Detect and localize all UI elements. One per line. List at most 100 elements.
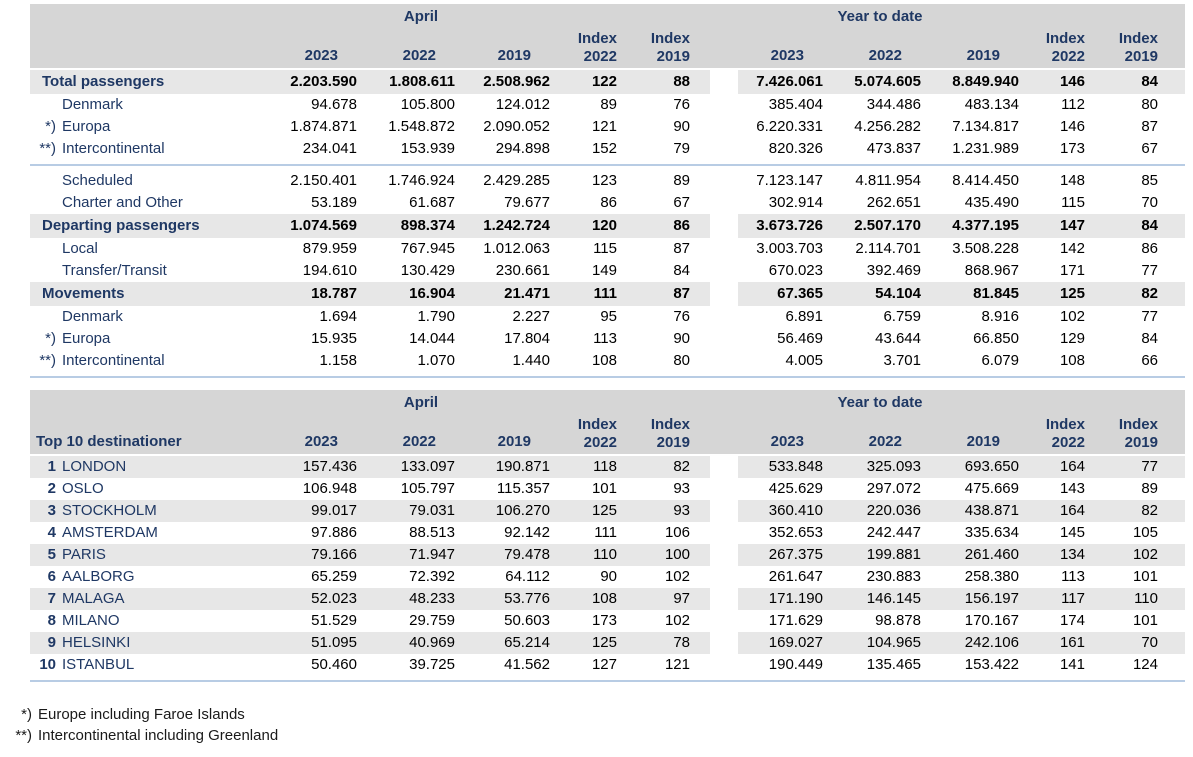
- column-gap: [710, 238, 738, 260]
- value-cell: 190.449: [768, 656, 823, 673]
- value-cell: 121: [664, 656, 690, 673]
- row-label-cell: Local: [30, 238, 222, 260]
- row-label-cell: 3 STOCKHOLM: [30, 500, 222, 522]
- value-cell: 82: [620, 456, 710, 478]
- value-cell: 1.070: [417, 352, 455, 369]
- footnote-ref: [30, 260, 56, 282]
- value-cell: 242.447: [866, 524, 921, 541]
- destination-name: AMSTERDAM: [62, 524, 158, 541]
- value-cell: 164: [1022, 500, 1088, 522]
- value-cell: 156.197: [924, 588, 1022, 610]
- value-cell: 133.097: [360, 456, 458, 478]
- value-cell: 89: [1141, 480, 1158, 497]
- value-cell: 7.123.147: [756, 172, 823, 189]
- value-cell: 1.808.611: [360, 70, 458, 94]
- value-cell: 267.375: [738, 544, 826, 566]
- footnote-ref: *): [45, 118, 56, 135]
- value-cell: 1.158: [319, 352, 357, 369]
- table-row: 3 STOCKHOLM 99.017 79.031 106.270 125 93 360.41…: [30, 500, 1185, 522]
- value-cell: 111: [553, 282, 620, 306]
- value-cell: 52.023: [222, 588, 360, 610]
- value-cell: 7.134.817: [952, 118, 1019, 135]
- index-word: Index: [1118, 416, 1158, 433]
- value-cell: 6.891: [785, 308, 823, 325]
- value-cell: 123: [591, 172, 617, 189]
- value-cell: 40.969: [360, 632, 458, 654]
- value-cell: 115.357: [496, 480, 550, 497]
- row-label: Scheduled: [62, 172, 133, 189]
- column-header-year: 2019: [497, 433, 531, 450]
- row-label: Denmark: [62, 308, 123, 325]
- column-gap: [710, 260, 738, 282]
- value-cell: 108: [1059, 352, 1085, 369]
- value-cell: 93: [620, 500, 710, 522]
- value-cell: 230.883: [866, 568, 921, 585]
- destination-rank: 7: [47, 590, 56, 607]
- value-cell: 84: [673, 262, 690, 279]
- value-cell: 820.326: [768, 140, 823, 157]
- column-header-year: 2023: [304, 433, 338, 450]
- table-row: **) Intercontinental 1.158 1.070 1.440 108 80 4…: [30, 350, 1185, 372]
- value-cell: 88.513: [409, 524, 455, 541]
- footnote-ref: [30, 192, 56, 214]
- value-cell: 194.610: [302, 262, 357, 279]
- value-cell: 8.916: [981, 308, 1019, 325]
- value-cell: 97: [620, 588, 710, 610]
- value-cell: 693.650: [924, 456, 1022, 478]
- row-label-cell: 7 MALAGA: [30, 588, 222, 610]
- value-cell: 1.694: [319, 308, 357, 325]
- value-cell: 79.677: [504, 194, 550, 211]
- value-cell: 352.653: [768, 524, 823, 541]
- value-cell: 93: [673, 480, 690, 497]
- value-cell: 77: [1141, 308, 1158, 325]
- index-year: 2022: [583, 434, 617, 451]
- value-cell: 4.256.282: [854, 118, 921, 135]
- value-cell: 51.529: [311, 612, 357, 629]
- value-cell: 39.725: [409, 656, 455, 673]
- value-cell: 79.031: [360, 500, 458, 522]
- column-header-row: Top 10 destinationer 2023 2022 2019 Index 202…: [30, 414, 1185, 456]
- row-label-cell: Transfer/Transit: [30, 260, 222, 282]
- footnote-ref: [30, 306, 56, 328]
- destination-name: MALAGA: [62, 590, 125, 607]
- row-label-cell: **) Intercontinental: [30, 350, 222, 372]
- value-cell: 1.074.569: [222, 214, 360, 238]
- value-cell: 173: [1059, 140, 1085, 157]
- row-label: Intercontinental: [62, 140, 165, 157]
- value-cell: 6.759: [883, 308, 921, 325]
- header-band-title-row: April Year to date: [30, 4, 1185, 28]
- value-cell: 148: [1059, 172, 1085, 189]
- value-cell: 90: [673, 118, 690, 135]
- value-cell: 61.687: [409, 194, 455, 211]
- column-gap: [710, 544, 738, 566]
- column-header-index: Index 2022: [553, 30, 620, 68]
- footnote-ref: **): [39, 352, 56, 369]
- value-cell: 66: [1141, 352, 1158, 369]
- value-cell: 670.023: [768, 262, 823, 279]
- table-title: [30, 64, 222, 68]
- column-gap: [710, 588, 738, 610]
- value-cell: 101: [1132, 568, 1158, 585]
- row-label: Europa: [62, 118, 111, 135]
- value-cell: 2.227: [512, 308, 550, 325]
- table-row: 2 OSLO 106.948 105.797 115.357 101 93 425.629 29…: [30, 478, 1185, 500]
- destination-rank: 4: [47, 524, 56, 541]
- footnote-intercontinental: **) Intercontinental including Greenland: [8, 725, 1193, 746]
- value-cell: 1.790: [417, 308, 455, 325]
- table-row: 9 HELSINKI 51.095 40.969 65.214 125 78 169.027 1…: [30, 632, 1185, 654]
- row-label-cell: Movements: [30, 282, 222, 306]
- value-cell: 130.429: [400, 262, 455, 279]
- value-cell: 113: [593, 330, 617, 347]
- value-cell: 95: [600, 308, 617, 325]
- table-row: Transfer/Transit 194.610 130.429 230.661 149…: [30, 260, 1185, 282]
- column-gap: [710, 116, 738, 138]
- value-cell: 767.945: [400, 240, 455, 257]
- value-cell: 473.837: [866, 140, 921, 157]
- column-header-index: Index 2022: [1022, 416, 1088, 454]
- value-cell: 220.036: [826, 500, 924, 522]
- row-label-cell: Denmark: [30, 306, 222, 328]
- row-label-cell: Charter and Other: [30, 192, 222, 214]
- destination-rank: 1: [47, 458, 56, 475]
- value-cell: 89: [673, 172, 690, 189]
- value-cell: 98.878: [875, 612, 921, 629]
